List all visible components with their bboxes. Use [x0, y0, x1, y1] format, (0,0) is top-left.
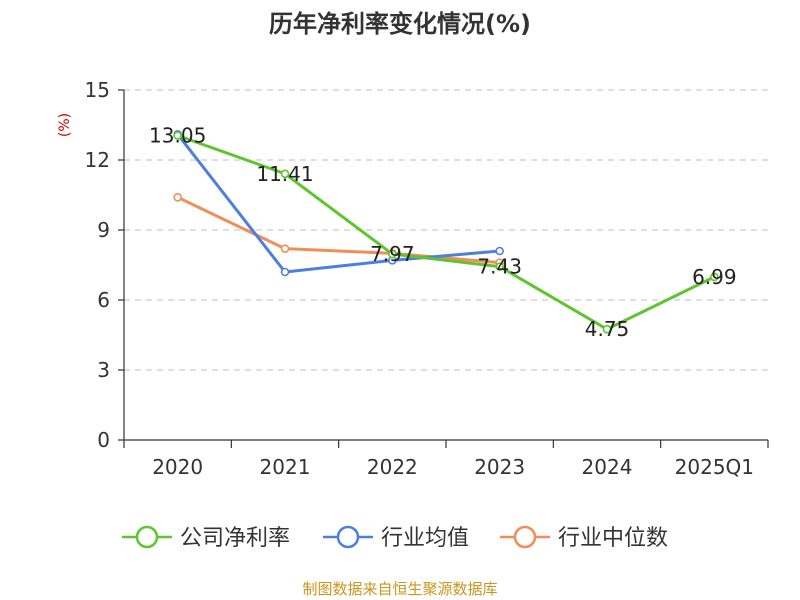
data-point[interactable]: [495, 262, 504, 271]
data-point[interactable]: [602, 324, 612, 334]
legend-item[interactable]: 行业中位数: [500, 525, 668, 551]
y-axis-unit-label: (%): [57, 113, 73, 137]
legend-marker-icon: [336, 525, 360, 549]
data-label: 4.75: [585, 317, 630, 341]
legend-label: 行业中位数: [558, 526, 668, 551]
x-axis-tick-label: 2023: [474, 455, 525, 479]
data-point[interactable]: [173, 193, 182, 202]
series-line: [176, 133, 500, 274]
y-axis-tick-label: 0: [97, 428, 110, 452]
x-axis-tick-label: 2025Q1: [675, 455, 754, 479]
data-point[interactable]: [388, 249, 397, 259]
legend-marker-icon: [135, 525, 159, 549]
source-note: 制图数据来自恒生聚源数据库: [302, 580, 497, 598]
legend[interactable]: 公司净利率 行业均值 行业中位数: [122, 525, 668, 551]
y-axis-tick-label: 3: [97, 358, 110, 382]
data-label-layer: 13.05 11.41 7.97 7.43 4.75 6.99: [149, 124, 737, 342]
x-axis-tick-label: 2021: [260, 455, 311, 479]
y-axis-tick-label: 12: [85, 148, 110, 172]
series-line: [177, 134, 715, 331]
legend-item[interactable]: 公司净利率: [122, 525, 290, 551]
data-point[interactable]: [173, 131, 182, 140]
y-axis-tick-label: 15: [85, 78, 110, 102]
data-point[interactable]: [280, 244, 290, 253]
data-label: 6.99: [692, 265, 737, 289]
data-point[interactable]: [710, 272, 719, 282]
x-axis-tick-label: 2022: [367, 455, 418, 479]
data-point[interactable]: [280, 267, 290, 277]
y-axis-tick-label: 6: [97, 288, 110, 312]
legend-label: 公司净利率: [180, 526, 290, 551]
legend-marker-icon: [513, 525, 537, 549]
chart-title: 历年净利率变化情况(%): [269, 10, 531, 38]
x-axis-tick-label: 2020: [152, 455, 203, 479]
data-label: 7.43: [477, 255, 522, 279]
legend-item[interactable]: 行业均值: [323, 525, 469, 551]
series-layer: [173, 130, 719, 334]
y-axis-tick-label: 9: [97, 218, 110, 242]
data-label: 11.41: [256, 162, 313, 186]
axis-layer: 0 3 6 9 12 15 2020 2021 2022 2023 2024 2025Q1: [85, 78, 769, 479]
series-line: [177, 195, 500, 265]
legend-label: 行业均值: [381, 526, 469, 551]
data-label: 13.05: [149, 124, 206, 148]
grid-layer: [124, 89, 768, 371]
data-label: 7.97: [370, 242, 415, 266]
data-point[interactable]: [280, 169, 290, 179]
data-point[interactable]: [495, 246, 504, 256]
series-0: [173, 131, 719, 334]
x-axis-tick-label: 2024: [582, 455, 633, 479]
